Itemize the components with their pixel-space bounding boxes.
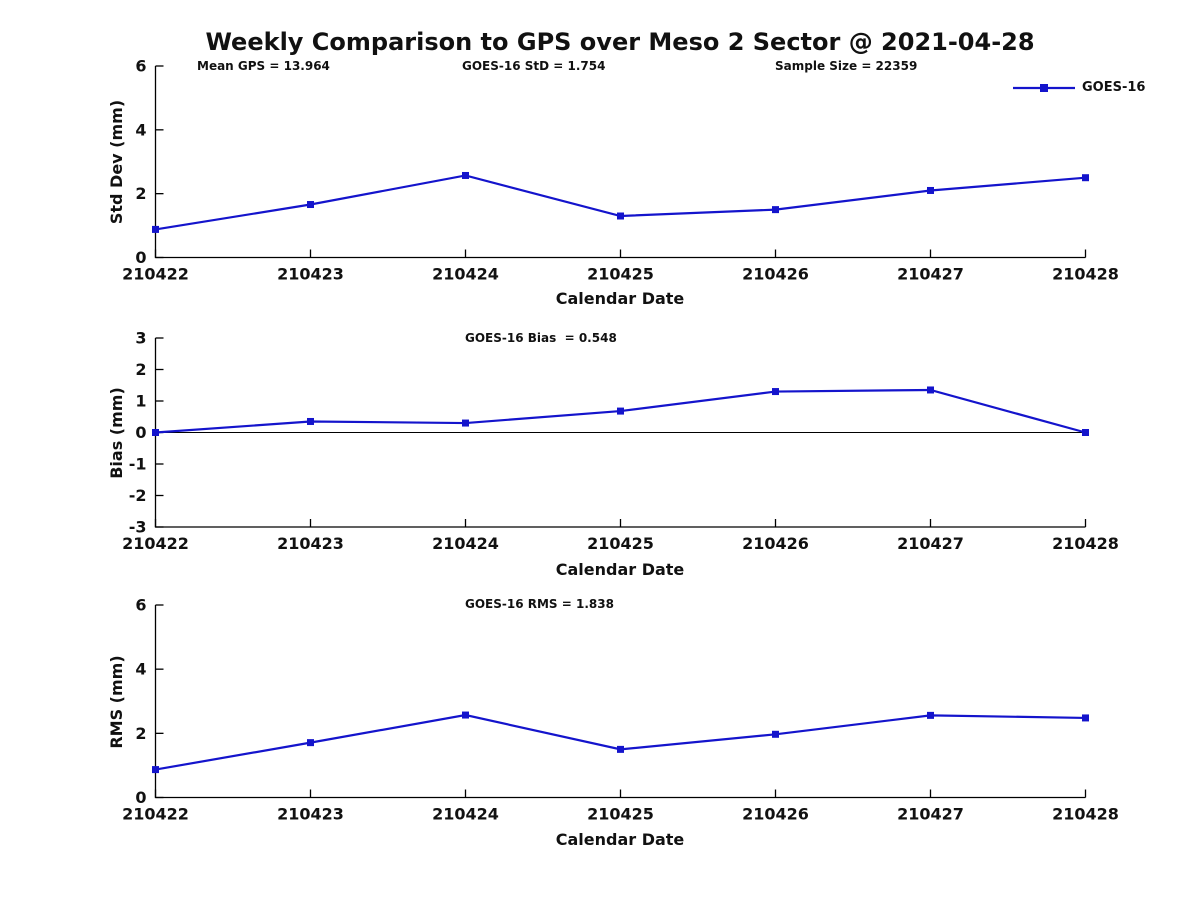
data-point xyxy=(1082,174,1089,182)
y-tick-label: 3 xyxy=(135,329,146,348)
y-tick-label: 2 xyxy=(135,184,146,203)
x-tick-label: 210426 xyxy=(742,534,809,553)
legend-label: GOES-16 xyxy=(1082,80,1146,95)
data-point xyxy=(462,711,469,719)
legend: GOES-16 xyxy=(1013,80,1145,95)
annotation-mean-gps: Mean GPS = 13.964 xyxy=(197,59,330,73)
xlabel-calendar-date-1: Calendar Date xyxy=(555,289,685,308)
data-point xyxy=(927,711,934,719)
data-point xyxy=(617,407,624,415)
legend-line-marker xyxy=(1013,83,1075,92)
x-tick-label: 210424 xyxy=(432,805,499,824)
x-tick-label: 210425 xyxy=(587,534,654,553)
axis-spines xyxy=(154,605,1086,799)
data-point xyxy=(927,186,934,194)
x-tick-label: 210423 xyxy=(277,805,344,824)
x-tick-label: 210427 xyxy=(897,805,964,824)
y-tick-label: -2 xyxy=(129,486,147,505)
xlabel-calendar-date-3: Calendar Date xyxy=(555,830,685,849)
data-point xyxy=(772,388,779,396)
xlabel-calendar-date-2: Calendar Date xyxy=(555,560,685,579)
data-line-goes-16 xyxy=(155,713,1086,771)
x-tick-label: 210427 xyxy=(897,534,964,553)
x-tick-label: 210423 xyxy=(277,265,344,284)
data-point xyxy=(617,745,624,753)
y-tick-label: 6 xyxy=(135,57,146,76)
x-tick-label: 210422 xyxy=(122,265,189,284)
data-point xyxy=(307,417,314,425)
data-line-goes-16 xyxy=(155,174,1086,231)
x-tick-label: 210422 xyxy=(122,534,189,553)
axis-spines xyxy=(154,66,1086,259)
y-tick-label: -1 xyxy=(129,455,147,474)
x-tick-label: 210427 xyxy=(897,265,964,284)
x-tick-label: 210426 xyxy=(742,265,809,284)
data-point xyxy=(772,730,779,738)
x-tick-label: 210428 xyxy=(1052,805,1119,824)
y-tick-label: 0 xyxy=(135,248,146,267)
y-tick-label: 2 xyxy=(135,724,146,743)
subplot-2: -3 -2 -1 0 1 2 3 210422 210423 210424 210425 210426… xyxy=(122,329,1119,554)
subplot-1: 0 2 4 6 210422 210423 210424 210425 210426 210427… xyxy=(122,57,1119,284)
data-point xyxy=(152,429,159,436)
data-point xyxy=(307,201,314,209)
data-point xyxy=(927,386,934,394)
annotation-goes16-bias: GOES-16 Bias = 0.548 xyxy=(465,331,617,345)
y-tick-label: 0 xyxy=(135,788,146,807)
x-tick-label: 210424 xyxy=(432,534,499,553)
y-tick-label: -3 xyxy=(129,518,147,537)
data-point xyxy=(772,206,779,214)
annotation-goes16-rms: GOES-16 RMS = 1.838 xyxy=(465,597,614,611)
y-tick-label: 6 xyxy=(135,596,146,615)
x-tick-label: 210424 xyxy=(432,265,499,284)
annotation-goes16-std: GOES-16 StD = 1.754 xyxy=(462,59,606,73)
data-point xyxy=(462,171,469,179)
x-tick-label: 210426 xyxy=(742,805,809,824)
data-point xyxy=(1082,714,1089,722)
x-tick-label: 210422 xyxy=(122,805,189,824)
data-point xyxy=(617,212,624,220)
data-point xyxy=(152,766,159,774)
x-tick-label: 210428 xyxy=(1052,265,1119,284)
data-point xyxy=(462,419,469,427)
y-tick-label: 2 xyxy=(135,360,146,379)
data-point xyxy=(1082,429,1089,436)
x-tick-label: 210423 xyxy=(277,534,344,553)
figure-title: Weekly Comparison to GPS over Meso 2 Sec… xyxy=(205,28,1035,56)
x-tick-label: 210425 xyxy=(587,805,654,824)
x-tick-label: 210425 xyxy=(587,265,654,284)
data-point xyxy=(307,739,314,747)
annotation-sample-size: Sample Size = 22359 xyxy=(775,59,918,73)
data-point xyxy=(152,225,159,233)
y-tick-label: 4 xyxy=(135,120,146,139)
x-tick-label: 210428 xyxy=(1052,534,1119,553)
y-tick-label: 0 xyxy=(135,423,146,442)
y-tick-label: 1 xyxy=(135,392,146,411)
y-tick-label: 4 xyxy=(135,660,146,679)
subplot-3: 0 2 4 6 210422 210423 210424 210425 210426 210427… xyxy=(122,596,1119,824)
